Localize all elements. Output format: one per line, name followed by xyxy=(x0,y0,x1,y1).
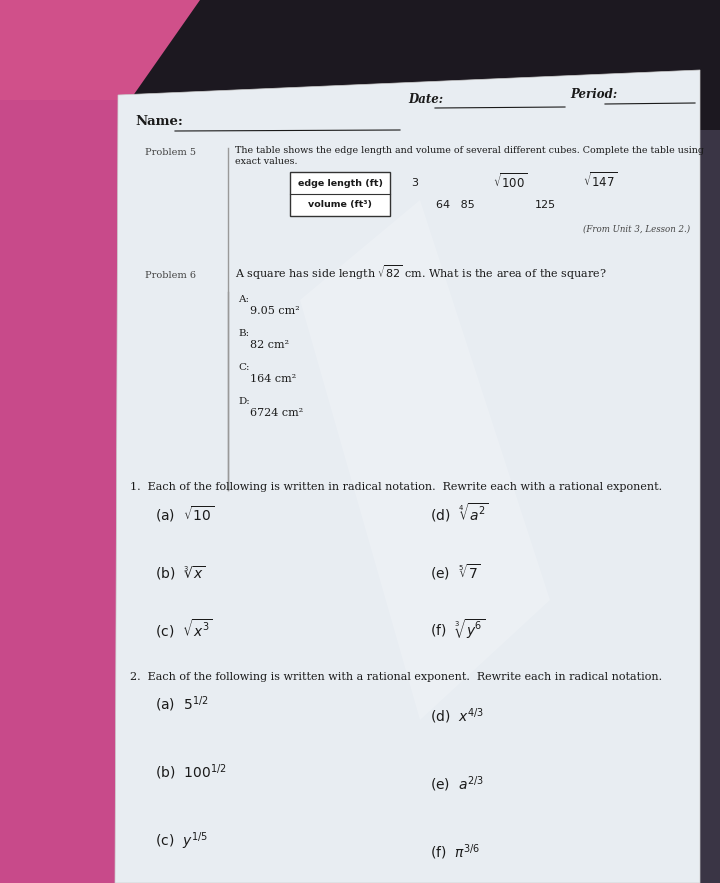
Text: (a)  $\sqrt{10}$: (a) $\sqrt{10}$ xyxy=(155,503,214,524)
FancyBboxPatch shape xyxy=(290,172,390,216)
Text: (d)  $\sqrt[4]{a^2}$: (d) $\sqrt[4]{a^2}$ xyxy=(430,501,489,524)
Text: 3: 3 xyxy=(412,178,418,188)
Text: Problem 5: Problem 5 xyxy=(145,148,196,157)
Text: (d)  $x^{4/3}$: (d) $x^{4/3}$ xyxy=(430,707,484,727)
Text: (b)  $100^{1/2}$: (b) $100^{1/2}$ xyxy=(155,763,226,782)
Text: C:: C: xyxy=(238,363,250,372)
Text: volume (ft³): volume (ft³) xyxy=(308,200,372,209)
Text: Date:: Date: xyxy=(408,93,443,106)
Text: 164 cm²: 164 cm² xyxy=(250,374,296,384)
Text: Period:: Period: xyxy=(570,88,617,101)
Text: (f)  $\sqrt[3]{y^6}$: (f) $\sqrt[3]{y^6}$ xyxy=(430,617,485,641)
Text: Name:: Name: xyxy=(135,115,183,128)
Polygon shape xyxy=(115,70,700,883)
Polygon shape xyxy=(0,100,130,883)
Text: 2.  Each of the following is written with a rational exponent.  Rewrite each in : 2. Each of the following is written with… xyxy=(130,672,662,682)
FancyBboxPatch shape xyxy=(0,130,720,883)
Text: A:: A: xyxy=(238,295,249,304)
Text: edge length (ft): edge length (ft) xyxy=(297,178,382,187)
Text: (a)  $5^{1/2}$: (a) $5^{1/2}$ xyxy=(155,695,208,714)
Text: (b)  $\sqrt[3]{x}$: (b) $\sqrt[3]{x}$ xyxy=(155,563,206,582)
Text: 82 cm²: 82 cm² xyxy=(250,340,289,350)
Text: exact values.: exact values. xyxy=(235,157,297,166)
Text: A square has side length $\sqrt{82}$ cm. What is the area of the square?: A square has side length $\sqrt{82}$ cm.… xyxy=(235,263,607,282)
Text: 9.05 cm²: 9.05 cm² xyxy=(250,306,300,316)
Text: 1.  Each of the following is written in radical notation.  Rewrite each with a r: 1. Each of the following is written in r… xyxy=(130,482,662,492)
Text: (e)  $\sqrt[5]{7}$: (e) $\sqrt[5]{7}$ xyxy=(430,562,481,582)
Text: D:: D: xyxy=(238,397,250,406)
Text: (f)  $\pi^{3/6}$: (f) $\pi^{3/6}$ xyxy=(430,843,480,863)
FancyBboxPatch shape xyxy=(0,0,720,130)
Text: (c)  $\sqrt{x^3}$: (c) $\sqrt{x^3}$ xyxy=(155,616,212,639)
Text: 64   85: 64 85 xyxy=(436,200,474,210)
Text: 6724 cm²: 6724 cm² xyxy=(250,408,303,418)
Text: 125: 125 xyxy=(534,200,556,210)
Text: (e)  $a^{2/3}$: (e) $a^{2/3}$ xyxy=(430,775,484,795)
Text: The table shows the edge length and volume of several different cubes. Complete : The table shows the edge length and volu… xyxy=(235,146,704,155)
Text: $\sqrt{147}$: $\sqrt{147}$ xyxy=(583,171,617,191)
Polygon shape xyxy=(300,200,550,720)
Text: (c)  $y^{1/5}$: (c) $y^{1/5}$ xyxy=(155,830,208,852)
Text: (From Unit 3, Lesson 2.): (From Unit 3, Lesson 2.) xyxy=(583,225,690,234)
Text: B:: B: xyxy=(238,329,249,338)
Text: $\sqrt{100}$: $\sqrt{100}$ xyxy=(493,172,527,192)
Text: Problem 6: Problem 6 xyxy=(145,271,196,280)
Polygon shape xyxy=(0,0,200,100)
